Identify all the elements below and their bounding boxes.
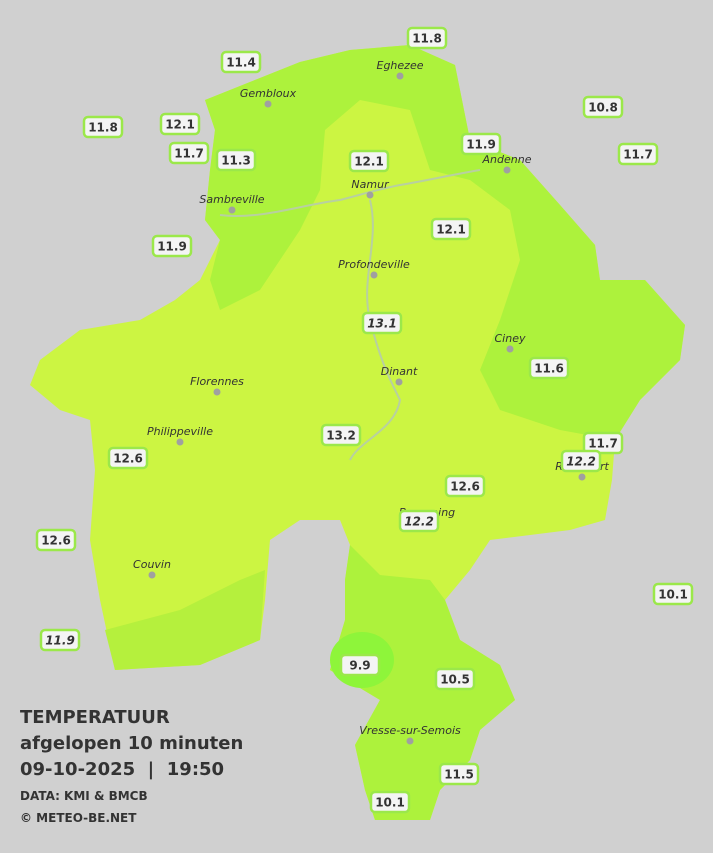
- city-label: Philippeville: [147, 425, 213, 438]
- station-value: 12.6: [450, 480, 480, 494]
- station-value: 12.1: [436, 223, 466, 237]
- caption-source: DATA: KMI & BMCB: [20, 789, 148, 803]
- station-box: [434, 667, 476, 691]
- city-dot: [366, 191, 374, 199]
- city-dot: [148, 571, 156, 579]
- station-box: [82, 115, 124, 139]
- city-dot: [370, 271, 378, 279]
- station-box: [348, 149, 390, 173]
- city-dot: [395, 378, 403, 386]
- stations: 11.8 11.4 10.8 11.8 12.1 11.9 11.7 11.3 12.1 11.7…: [35, 26, 694, 814]
- station-box: [617, 142, 659, 166]
- city-dot: [213, 388, 221, 396]
- station-box: [560, 449, 602, 473]
- station-box: [361, 311, 403, 335]
- city-dot: [396, 72, 404, 80]
- station-box: [460, 132, 502, 156]
- station-box: [107, 446, 149, 470]
- city-dot: [506, 345, 514, 353]
- station-box: [430, 217, 472, 241]
- city-label: Florennes: [190, 375, 244, 388]
- city-dot: [228, 206, 236, 214]
- station-box: [528, 356, 570, 380]
- station-box: [582, 95, 624, 119]
- city-label: Gembloux: [240, 87, 297, 100]
- station-box: [652, 582, 694, 606]
- station-value: 13.1: [367, 317, 397, 331]
- station-box: [220, 50, 262, 74]
- city-label: Andenne: [482, 153, 532, 166]
- station-box: [151, 234, 193, 258]
- city-dot: [176, 438, 184, 446]
- city-dot: [264, 100, 272, 108]
- zone-south: [330, 545, 515, 820]
- station-value: 11.8: [412, 32, 442, 46]
- station-value: 11.5: [444, 768, 474, 782]
- station-value: 11.9: [157, 240, 187, 254]
- station-box: [582, 431, 624, 455]
- caption-title: TEMPERATUUR: [20, 707, 170, 728]
- city-label: Ciney: [495, 332, 526, 345]
- station-value: 11.7: [588, 437, 618, 451]
- station-box: [215, 148, 257, 172]
- station-value: 11.7: [174, 147, 204, 161]
- station-value: 11.9: [466, 138, 496, 152]
- river: [219, 169, 481, 461]
- city-label: Couvin: [133, 558, 171, 571]
- station-value: 12.6: [41, 534, 71, 548]
- station-value: 10.5: [440, 673, 470, 687]
- station-box: [406, 26, 448, 50]
- city-dot: [578, 473, 586, 481]
- station-value: 11.3: [221, 154, 251, 168]
- city-label: Namur: [351, 178, 390, 191]
- station-value: 10.8: [588, 101, 618, 115]
- station-box: [159, 112, 201, 136]
- station-box: [369, 790, 411, 814]
- caption-subtitle: afgelopen 10 minuten: [20, 733, 243, 754]
- station-value: 12.1: [165, 118, 195, 132]
- city-label: Vresse-sur-Semois: [359, 724, 461, 737]
- city-label: Sambreville: [199, 193, 264, 206]
- station-box: [438, 762, 480, 786]
- station-box: [398, 509, 440, 533]
- caption-datetime: 09-10-2025 | 19:50: [20, 759, 224, 780]
- station-value: 11.6: [534, 362, 564, 376]
- zone-southwest: [105, 570, 265, 670]
- station-value: 12.2: [404, 515, 434, 529]
- city-dot: [503, 166, 511, 174]
- station-value: 12.2: [566, 455, 596, 469]
- cities: Eghezee Gembloux Andenne Namur Sambreville Pr…: [133, 59, 609, 745]
- station-value: 11.7: [623, 148, 653, 162]
- station-box: [168, 141, 210, 165]
- city-label: Dinant: [381, 365, 418, 378]
- station-box: [444, 474, 486, 498]
- caption-copyright: © METEO-BE.NET: [20, 811, 137, 825]
- station-box: [339, 653, 381, 677]
- station-box: [320, 423, 362, 447]
- station-value: 13.2: [326, 429, 356, 443]
- zone-north: [205, 45, 685, 440]
- station-value: 10.1: [658, 588, 688, 602]
- city-dot: [406, 737, 414, 745]
- station-value: 10.1: [375, 796, 405, 810]
- station-value: 11.8: [88, 121, 118, 135]
- station-value: 9.9: [349, 659, 370, 673]
- station-box: [39, 628, 81, 652]
- station-value: 11.9: [45, 634, 75, 648]
- city-label: Eghezee: [377, 59, 424, 72]
- city-label: Profondeville: [338, 258, 410, 271]
- station-value: 12.1: [354, 155, 384, 169]
- station-value: 12.6: [113, 452, 143, 466]
- station-value: 11.4: [226, 56, 256, 70]
- station-box: [35, 528, 77, 552]
